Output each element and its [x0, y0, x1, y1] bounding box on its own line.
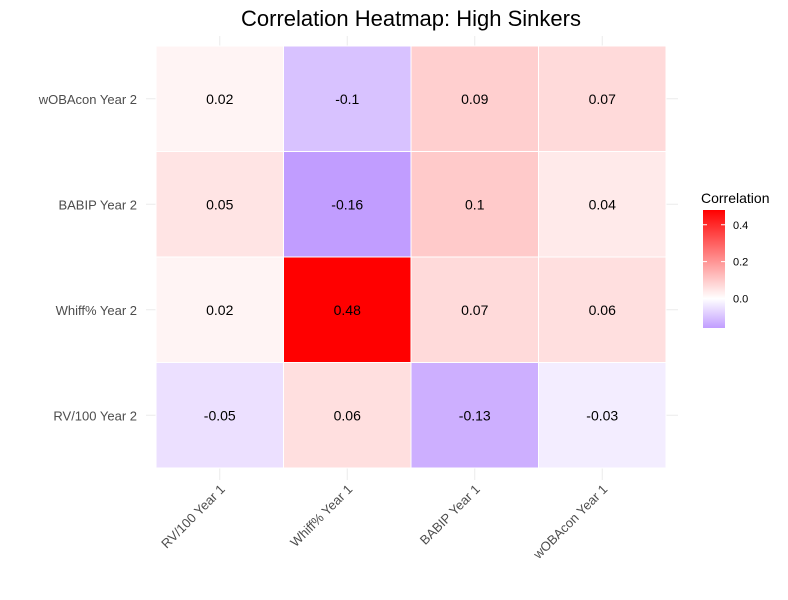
legend-ticks: 0.4 0.2 0.0 [703, 220, 748, 306]
cell-value-label: 0.06 [334, 407, 361, 423]
heatmap-cell [538, 151, 667, 258]
x-tick-label: RV/100 Year 1 [158, 482, 228, 552]
chart-title: Correlation Heatmap: High Sinkers [241, 6, 581, 31]
cell-value-label: 0.07 [461, 302, 488, 318]
heatmap-cell [155, 45, 284, 152]
cell-labels: -0.05 0.06 -0.13 -0.03 0.02 0.48 0.07 0.06 0.05 -… [204, 91, 619, 424]
cell-value-label: 0.04 [589, 196, 616, 212]
x-tick-label: BABIP Year 1 [417, 482, 483, 548]
cell-value-label: 0.07 [589, 91, 616, 107]
legend-tick-label: 0.4 [733, 220, 748, 232]
heatmap-cell [538, 256, 667, 363]
legend-tick-label: 0.0 [733, 294, 748, 306]
heatmap-cells [155, 45, 667, 469]
heatmap-cell [538, 45, 667, 152]
heatmap-cell [283, 256, 412, 363]
y-tick-label: RV/100 Year 2 [53, 408, 137, 423]
cell-value-label: -0.1 [335, 91, 359, 107]
cell-value-label: 0.02 [206, 302, 233, 318]
heatmap-cell [155, 151, 284, 258]
legend-colorbar [703, 210, 725, 328]
heatmap-cell [155, 362, 284, 469]
y-axis-tick-labels: RV/100 Year 2 Whiff% Year 2 BABIP Year 2 wO… [38, 92, 137, 424]
heatmap-cell [410, 45, 539, 152]
heatmap-cell [410, 362, 539, 469]
x-tick-label: wOBAcon Year 1 [530, 482, 611, 563]
legend-tick-label: 0.2 [733, 257, 748, 269]
y-tick-label: BABIP Year 2 [58, 197, 137, 212]
cell-value-label: 0.09 [461, 91, 488, 107]
cell-value-label: 0.48 [334, 302, 361, 318]
heatmap-cell [410, 151, 539, 258]
cell-value-label: -0.16 [331, 196, 363, 212]
cell-value-label: -0.13 [459, 407, 491, 423]
cell-value-label: 0.06 [589, 302, 616, 318]
legend: Correlation 0.4 0.2 0.0 [701, 190, 769, 328]
cell-value-label: -0.05 [204, 407, 236, 423]
cell-value-label: 0.1 [465, 196, 485, 212]
heatmap-cell [283, 362, 412, 469]
y-tick-label: wOBAcon Year 2 [38, 92, 137, 107]
cell-value-label: 0.05 [206, 196, 233, 212]
heatmap-cell [538, 362, 667, 469]
x-axis-tick-labels: RV/100 Year 1 Whiff% Year 1 BABIP Year 1 wO… [158, 482, 610, 563]
x-tick-label: Whiff% Year 1 [287, 482, 355, 550]
heatmap-cell [283, 45, 412, 152]
cell-value-label: 0.02 [206, 91, 233, 107]
y-tick-label: Whiff% Year 2 [56, 303, 137, 318]
cell-value-label: -0.03 [586, 407, 618, 423]
legend-title: Correlation [701, 190, 769, 206]
